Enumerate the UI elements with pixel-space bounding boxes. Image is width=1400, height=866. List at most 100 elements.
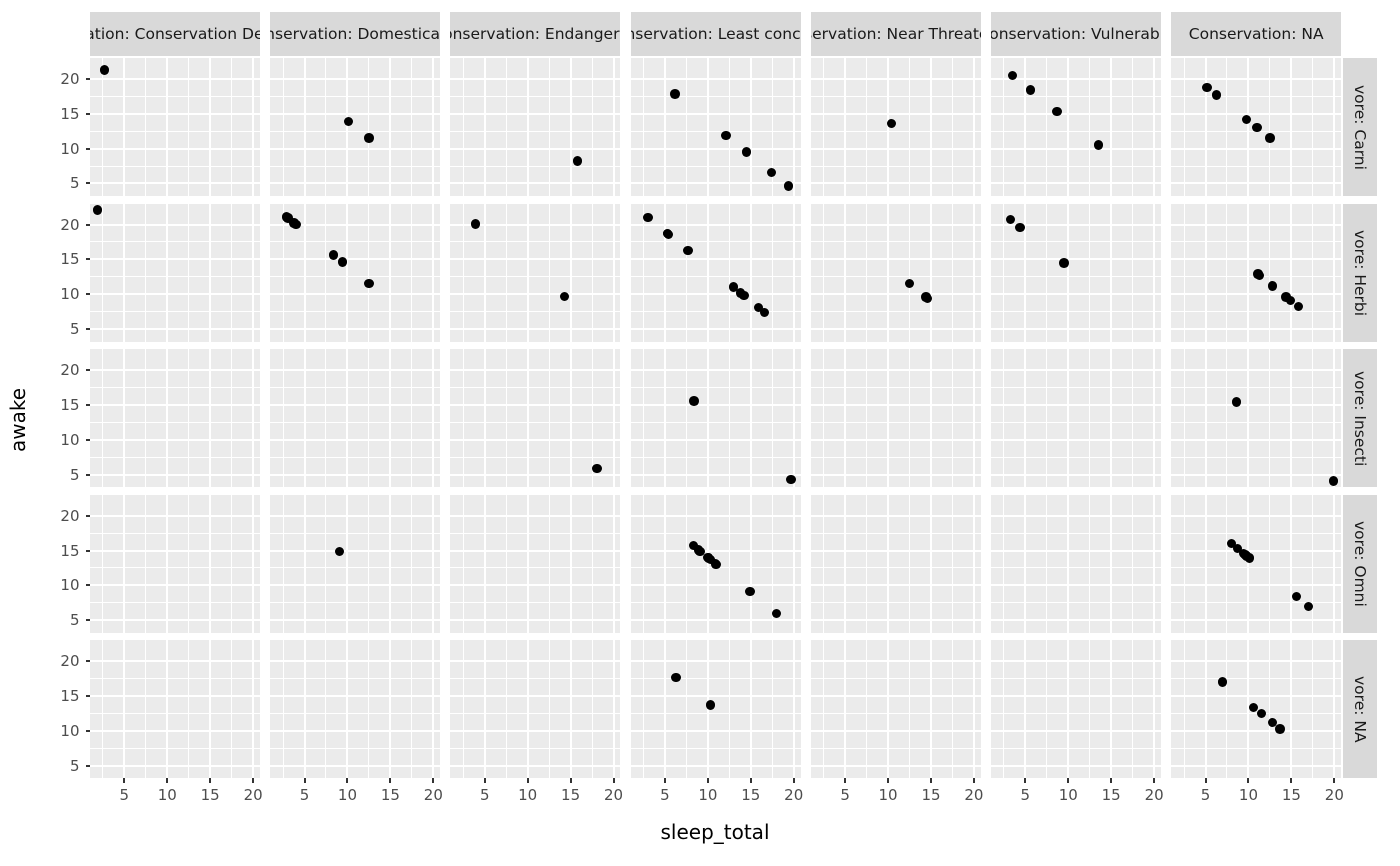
gridline-horizontal — [630, 584, 801, 587]
gridline-horizontal — [450, 95, 621, 97]
data-point — [1217, 677, 1228, 687]
x-tick-label: 5 — [299, 786, 310, 805]
gridline-horizontal — [90, 456, 260, 458]
gridline-horizontal — [270, 532, 441, 534]
gridline-horizontal — [991, 147, 1161, 150]
facet-column-strip: Conservation: Domesticated — [270, 12, 441, 56]
gridline-horizontal — [450, 729, 621, 732]
gridline-vertical — [728, 494, 730, 633]
gridline-horizontal — [1171, 438, 1342, 441]
gridline-horizontal — [810, 584, 981, 587]
gridline-vertical — [346, 203, 349, 342]
gridline-vertical — [749, 203, 752, 342]
gridline-vertical — [1110, 494, 1113, 633]
gridline-vertical — [346, 640, 349, 779]
gridline-horizontal — [810, 473, 981, 476]
gridline-vertical — [389, 349, 392, 488]
gridline-horizontal — [270, 276, 441, 278]
gridline-horizontal — [630, 403, 801, 406]
gridline-vertical — [462, 494, 464, 633]
gridline-vertical — [1024, 640, 1027, 779]
gridline-horizontal — [1171, 241, 1342, 243]
gridline-horizontal — [810, 293, 981, 296]
x-tick-mark — [663, 778, 666, 783]
gridline-vertical — [548, 494, 550, 633]
gridline-vertical — [1024, 58, 1027, 196]
gridline-horizontal — [90, 328, 260, 331]
gridline-horizontal — [270, 473, 441, 476]
facet-column-strip: Conservation: Endangered — [450, 12, 621, 56]
x-tick-label: 10 — [1058, 786, 1078, 805]
gridline-horizontal — [90, 619, 260, 622]
gridline-vertical — [569, 58, 572, 196]
gridline-horizontal — [810, 421, 981, 423]
gridline-vertical — [505, 58, 507, 196]
gridline-vertical — [1226, 640, 1228, 779]
gridline-horizontal — [991, 387, 1161, 389]
gridline-horizontal — [1171, 258, 1342, 261]
gridline-vertical — [1312, 203, 1314, 342]
gridline-vertical — [548, 203, 550, 342]
data-point — [1328, 476, 1339, 486]
gridline-vertical — [389, 203, 392, 342]
gridline-horizontal — [630, 514, 801, 517]
gridline-vertical — [929, 640, 932, 779]
gridline-vertical — [252, 203, 255, 342]
gridline-horizontal — [630, 165, 801, 167]
gridline-vertical — [145, 494, 147, 633]
gridline-horizontal — [450, 514, 621, 517]
gridline-vertical — [728, 203, 730, 342]
gridline-vertical — [1046, 640, 1048, 779]
gridline-vertical — [591, 58, 593, 196]
gridline-vertical — [368, 58, 370, 196]
gridline-vertical — [346, 494, 349, 633]
x-tick-label: 10 — [1238, 786, 1259, 805]
data-point — [671, 672, 681, 683]
gridline-vertical — [1247, 494, 1250, 633]
gridline-horizontal — [991, 369, 1161, 372]
y-tick-mark — [85, 764, 90, 767]
gridline-horizontal — [630, 678, 801, 680]
y-tick-mark — [85, 293, 90, 296]
gridline-horizontal — [270, 764, 441, 767]
y-tick-mark — [85, 403, 90, 406]
y-tick-label: 5 — [69, 174, 80, 193]
gridline-horizontal — [450, 241, 621, 243]
gridline-horizontal — [810, 602, 981, 604]
gridline-vertical — [483, 203, 486, 342]
gridline-vertical — [866, 640, 868, 779]
facet-panel — [270, 349, 441, 488]
gridline-horizontal — [630, 549, 801, 552]
gridline-vertical — [612, 203, 615, 342]
gridline-horizontal — [1171, 293, 1342, 296]
x-tick-label: 10 — [157, 786, 177, 805]
gridline-horizontal — [1171, 387, 1342, 389]
gridline-vertical — [866, 494, 868, 633]
gridline-horizontal — [450, 328, 621, 331]
gridline-horizontal — [630, 112, 801, 115]
x-tick-label: 5 — [840, 786, 850, 805]
facet-row-strip: vore: Insecti — [1343, 349, 1378, 488]
data-point — [1303, 601, 1314, 612]
y-tick-mark — [85, 584, 90, 587]
gridline-horizontal — [90, 112, 260, 115]
x-tick-mark — [930, 778, 932, 783]
data-point — [343, 116, 354, 127]
gridline-horizontal — [1171, 95, 1342, 97]
gridline-horizontal — [991, 293, 1161, 296]
gridline-horizontal — [450, 567, 621, 569]
gridline-horizontal — [90, 130, 260, 132]
gridline-horizontal — [810, 276, 981, 278]
gridline-vertical — [706, 203, 709, 342]
gridline-horizontal — [991, 438, 1161, 441]
gridline-vertical — [526, 203, 529, 342]
gridline-vertical — [823, 58, 825, 196]
gridline-vertical — [1110, 58, 1113, 196]
x-tick-label: 20 — [1324, 786, 1344, 805]
x-tick-label: 10 — [698, 786, 718, 805]
gridline-vertical — [792, 494, 795, 633]
x-tick-label: 15 — [1281, 786, 1301, 805]
gridline-vertical — [685, 203, 687, 342]
x-tick-mark — [1333, 778, 1336, 783]
gridline-horizontal — [1171, 764, 1342, 767]
